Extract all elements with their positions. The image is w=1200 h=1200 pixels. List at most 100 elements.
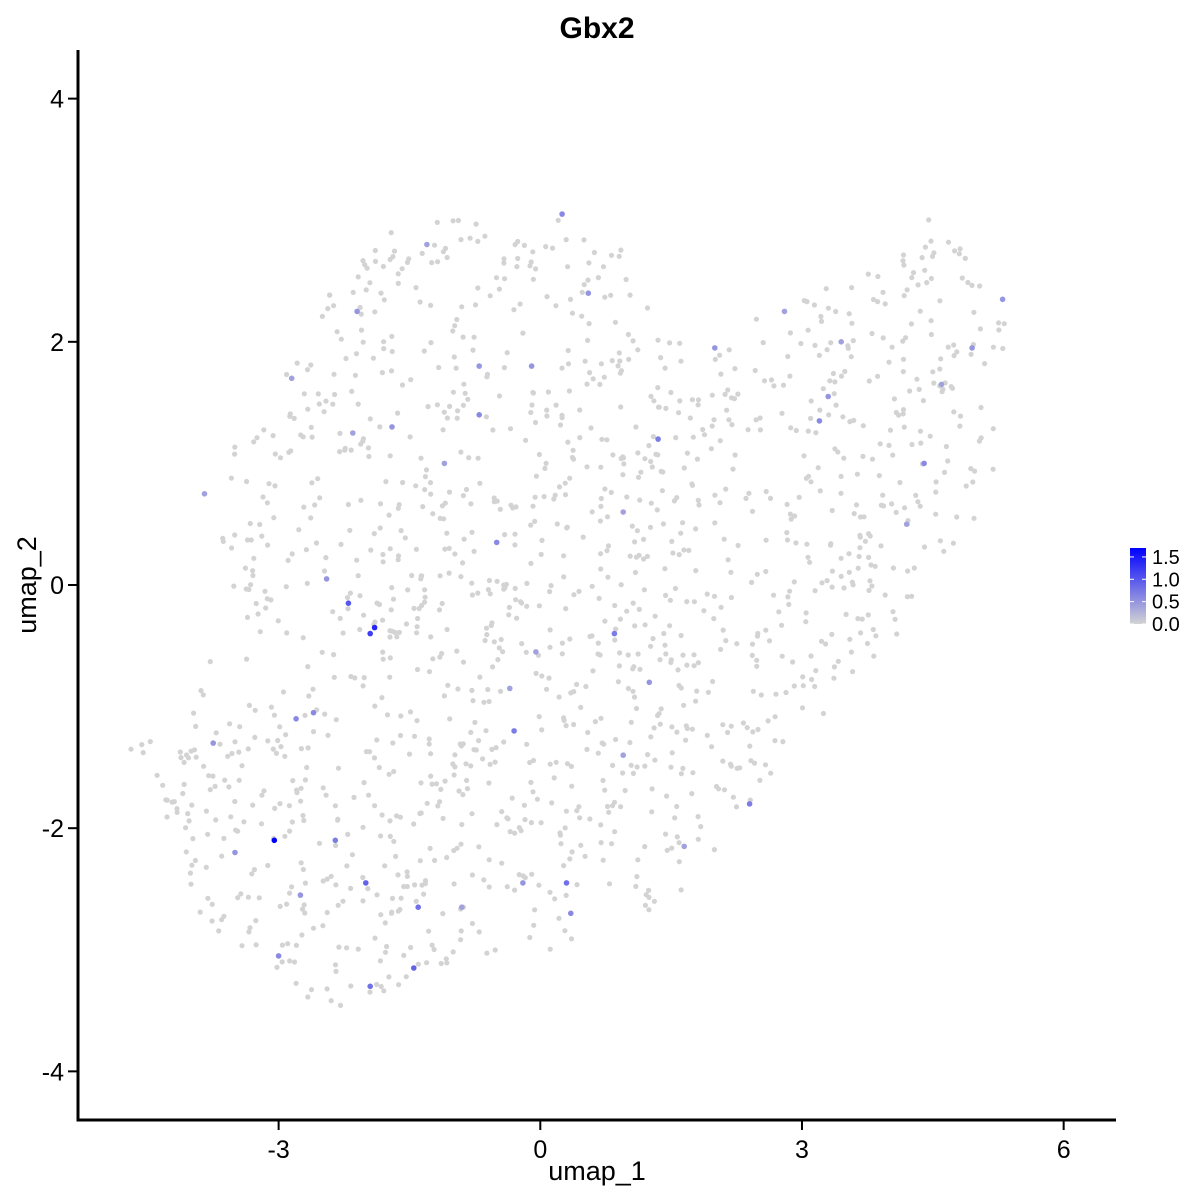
cell-point <box>612 319 619 325</box>
cell-point <box>725 387 731 393</box>
expressing-cell-point <box>585 290 592 297</box>
cell-point <box>608 292 614 298</box>
cell-point <box>829 507 835 514</box>
cell-point <box>251 555 257 561</box>
cell-point <box>305 664 311 670</box>
cell-point <box>587 633 593 640</box>
cell-point <box>565 361 572 367</box>
cell-point <box>553 303 559 309</box>
cell-point <box>943 443 950 450</box>
cell-point <box>413 898 419 904</box>
cell-point <box>302 880 308 886</box>
cell-point <box>601 374 607 380</box>
expressing-cell-point <box>367 630 374 637</box>
cell-point <box>289 819 295 825</box>
legend-colorbar <box>1130 548 1146 624</box>
cell-point <box>674 803 680 810</box>
cell-point <box>532 419 539 426</box>
cell-point <box>507 426 514 432</box>
cell-point <box>486 698 492 705</box>
cell-point <box>190 836 196 842</box>
cell-point <box>497 688 504 694</box>
cell-point <box>319 649 325 655</box>
cell-point <box>655 404 662 410</box>
cell-point <box>693 698 699 704</box>
cell-point <box>900 252 907 258</box>
cell-point <box>411 821 417 827</box>
expressing-cell-point <box>746 801 753 807</box>
cell-point <box>793 427 799 434</box>
cell-point <box>415 961 421 967</box>
cell-point <box>838 373 845 379</box>
cell-point <box>422 487 428 493</box>
cell-point <box>718 371 724 377</box>
cell-point <box>327 292 333 298</box>
cell-point <box>695 497 701 503</box>
cell-point <box>668 389 674 396</box>
cell-point <box>547 889 553 895</box>
cell-point <box>547 627 553 633</box>
cell-point <box>977 283 983 289</box>
cell-point <box>395 553 402 559</box>
cell-point <box>429 942 435 948</box>
cell-point <box>728 723 734 729</box>
y-tick-label: -2 <box>42 815 64 843</box>
cell-point <box>722 391 728 397</box>
cell-point <box>562 928 568 934</box>
cell-point <box>651 898 658 904</box>
cell-point <box>454 845 460 851</box>
cell-point <box>914 376 920 382</box>
cell-point <box>926 217 932 223</box>
cell-point <box>728 594 735 601</box>
cell-point <box>308 362 314 368</box>
cell-point <box>990 344 997 350</box>
cell-point <box>819 580 825 586</box>
cell-point <box>426 928 432 934</box>
cell-point <box>365 445 371 451</box>
cell-point <box>378 290 384 296</box>
cell-point <box>625 331 632 338</box>
cell-point <box>827 378 833 384</box>
cell-point <box>347 590 353 596</box>
cell-point <box>340 630 346 636</box>
cell-point <box>308 424 314 430</box>
cell-point <box>512 585 518 592</box>
cell-point <box>491 495 497 501</box>
cell-point <box>711 847 718 853</box>
cell-point <box>585 277 591 283</box>
cell-point <box>799 705 806 711</box>
cell-point <box>772 738 778 744</box>
cell-point <box>921 544 928 550</box>
cell-point <box>298 860 304 866</box>
cell-point <box>740 720 747 726</box>
cell-point <box>411 605 417 612</box>
cell-point <box>901 293 907 299</box>
cell-point <box>349 388 355 394</box>
cell-point <box>812 588 818 594</box>
cell-point <box>581 282 587 288</box>
cell-point <box>833 402 839 408</box>
cell-point <box>635 347 641 353</box>
cell-point <box>915 499 921 505</box>
cell-point <box>951 342 957 348</box>
cell-point <box>579 289 585 295</box>
cell-point <box>257 521 263 528</box>
cell-point <box>928 331 935 338</box>
cell-point <box>892 616 898 622</box>
cell-point <box>460 334 466 340</box>
cell-point <box>869 456 876 462</box>
cell-point <box>258 821 265 827</box>
cell-point <box>618 455 624 462</box>
expressing-cell-point <box>712 345 718 351</box>
cell-point <box>587 370 593 376</box>
chart-title: Gbx2 <box>559 12 634 45</box>
cell-point <box>784 530 790 536</box>
cell-point <box>674 495 680 501</box>
cell-point <box>954 514 960 520</box>
cell-point <box>380 649 386 655</box>
cell-point <box>351 794 357 801</box>
cell-point <box>380 263 386 270</box>
cell-point <box>160 782 166 788</box>
cell-point <box>848 649 855 655</box>
expressing-cell-point <box>938 381 945 388</box>
